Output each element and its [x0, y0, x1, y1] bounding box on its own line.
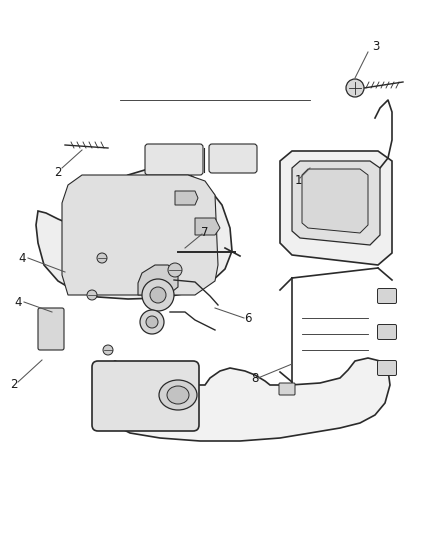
FancyBboxPatch shape — [145, 144, 203, 175]
Text: 2: 2 — [10, 378, 18, 392]
Text: 4: 4 — [18, 252, 26, 264]
Polygon shape — [105, 358, 390, 441]
Text: 2: 2 — [54, 166, 62, 179]
Text: 3: 3 — [372, 39, 380, 52]
Ellipse shape — [159, 380, 197, 410]
FancyBboxPatch shape — [378, 325, 396, 340]
Text: 8: 8 — [251, 372, 259, 384]
FancyBboxPatch shape — [209, 144, 257, 173]
Circle shape — [146, 316, 158, 328]
Polygon shape — [302, 169, 368, 233]
Circle shape — [142, 279, 174, 311]
FancyBboxPatch shape — [279, 383, 295, 395]
Polygon shape — [36, 169, 232, 299]
FancyBboxPatch shape — [378, 288, 396, 303]
FancyBboxPatch shape — [92, 361, 199, 431]
Polygon shape — [62, 175, 218, 295]
Polygon shape — [138, 265, 178, 295]
Text: 7: 7 — [201, 225, 209, 238]
Circle shape — [87, 290, 97, 300]
FancyBboxPatch shape — [378, 360, 396, 376]
Circle shape — [346, 79, 364, 97]
Circle shape — [150, 287, 166, 303]
Ellipse shape — [167, 386, 189, 404]
Circle shape — [168, 263, 182, 277]
Polygon shape — [292, 161, 380, 245]
Text: 6: 6 — [244, 311, 252, 325]
Text: 4: 4 — [14, 295, 22, 309]
Circle shape — [103, 345, 113, 355]
Text: 1: 1 — [294, 174, 302, 187]
Polygon shape — [195, 218, 220, 235]
Circle shape — [97, 253, 107, 263]
Polygon shape — [280, 151, 392, 265]
FancyBboxPatch shape — [38, 308, 64, 350]
Polygon shape — [175, 191, 198, 205]
Circle shape — [140, 310, 164, 334]
